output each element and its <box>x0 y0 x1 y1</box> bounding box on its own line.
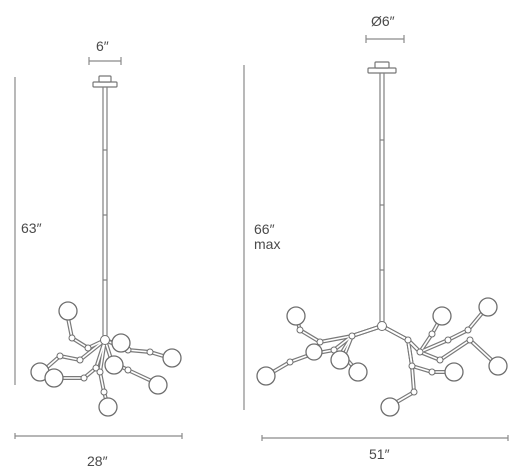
right-canopy <box>367 61 397 74</box>
right-canopy-diameter-dimension <box>365 35 405 43</box>
left-width-label: 28″ <box>87 453 108 469</box>
left-globe <box>104 355 124 375</box>
left-globes <box>30 301 182 417</box>
left-globe <box>148 375 168 395</box>
right-width-dimension <box>261 435 509 441</box>
left-fixture <box>14 57 183 439</box>
right-globe <box>256 366 276 386</box>
right-height-label: 66″ max <box>254 222 280 252</box>
left-globe <box>162 348 182 368</box>
left-globe <box>98 397 118 417</box>
left-width-dimension <box>14 433 183 439</box>
right-globe <box>488 356 508 376</box>
right-globe <box>380 397 400 417</box>
left-globe <box>58 301 78 321</box>
left-globe <box>111 333 131 353</box>
left-height-label: 63″ <box>21 220 42 236</box>
left-canopy-width-dimension <box>88 57 122 65</box>
right-height-note: max <box>254 236 281 252</box>
right-globe <box>444 362 464 382</box>
right-canopy-diameter-label: Ø6″ <box>371 13 395 29</box>
left-canopy-width-label: 6″ <box>96 38 109 54</box>
right-fixture <box>243 35 509 441</box>
right-globe <box>432 306 452 326</box>
left-canopy <box>92 75 118 88</box>
left-globe <box>44 368 64 388</box>
right-height-value: 66″ <box>254 221 275 237</box>
right-stem <box>379 73 385 324</box>
right-globe <box>478 297 498 317</box>
right-arms-core <box>265 305 499 407</box>
right-width-label: 51″ <box>369 446 390 462</box>
right-globes <box>256 297 508 417</box>
right-globe <box>348 362 368 382</box>
right-globe <box>286 306 306 326</box>
right-globe <box>305 343 323 361</box>
right-globe <box>330 350 350 370</box>
left-stem <box>102 87 108 338</box>
